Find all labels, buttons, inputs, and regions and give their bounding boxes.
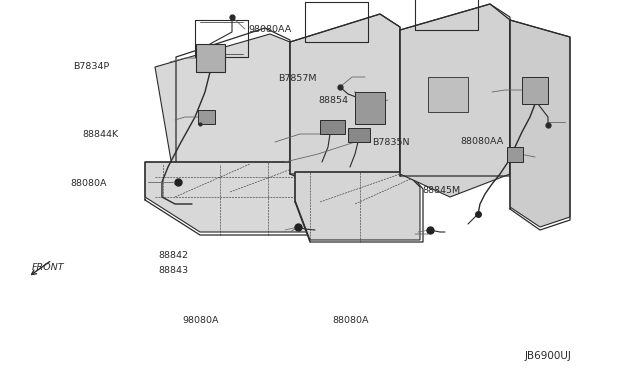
Text: FRONT: FRONT <box>32 263 65 272</box>
Text: 88842: 88842 <box>159 251 189 260</box>
Polygon shape <box>320 120 345 134</box>
Text: B7834P: B7834P <box>74 62 110 71</box>
Text: 98080AA: 98080AA <box>248 25 292 34</box>
Text: 98080A: 98080A <box>182 316 219 325</box>
Text: 88845M: 88845M <box>422 186 461 195</box>
Polygon shape <box>348 128 370 142</box>
Polygon shape <box>507 147 523 162</box>
Text: 88080AA: 88080AA <box>461 137 504 146</box>
Polygon shape <box>522 77 548 104</box>
Text: 88080A: 88080A <box>70 179 107 187</box>
Text: B7835N: B7835N <box>372 138 410 147</box>
Text: 88844K: 88844K <box>82 130 118 139</box>
Text: 88843: 88843 <box>159 266 189 275</box>
Text: B7857M: B7857M <box>278 74 317 83</box>
Text: 88854: 88854 <box>319 96 349 105</box>
Polygon shape <box>295 172 420 240</box>
Text: JB6900UJ: JB6900UJ <box>525 352 572 361</box>
Polygon shape <box>355 92 385 124</box>
Polygon shape <box>290 14 400 197</box>
Polygon shape <box>510 20 570 227</box>
Polygon shape <box>196 44 225 72</box>
Polygon shape <box>145 162 315 232</box>
Polygon shape <box>198 110 215 124</box>
Polygon shape <box>428 77 468 112</box>
Text: 88080A: 88080A <box>333 316 369 325</box>
Polygon shape <box>400 4 510 197</box>
Polygon shape <box>155 34 295 200</box>
